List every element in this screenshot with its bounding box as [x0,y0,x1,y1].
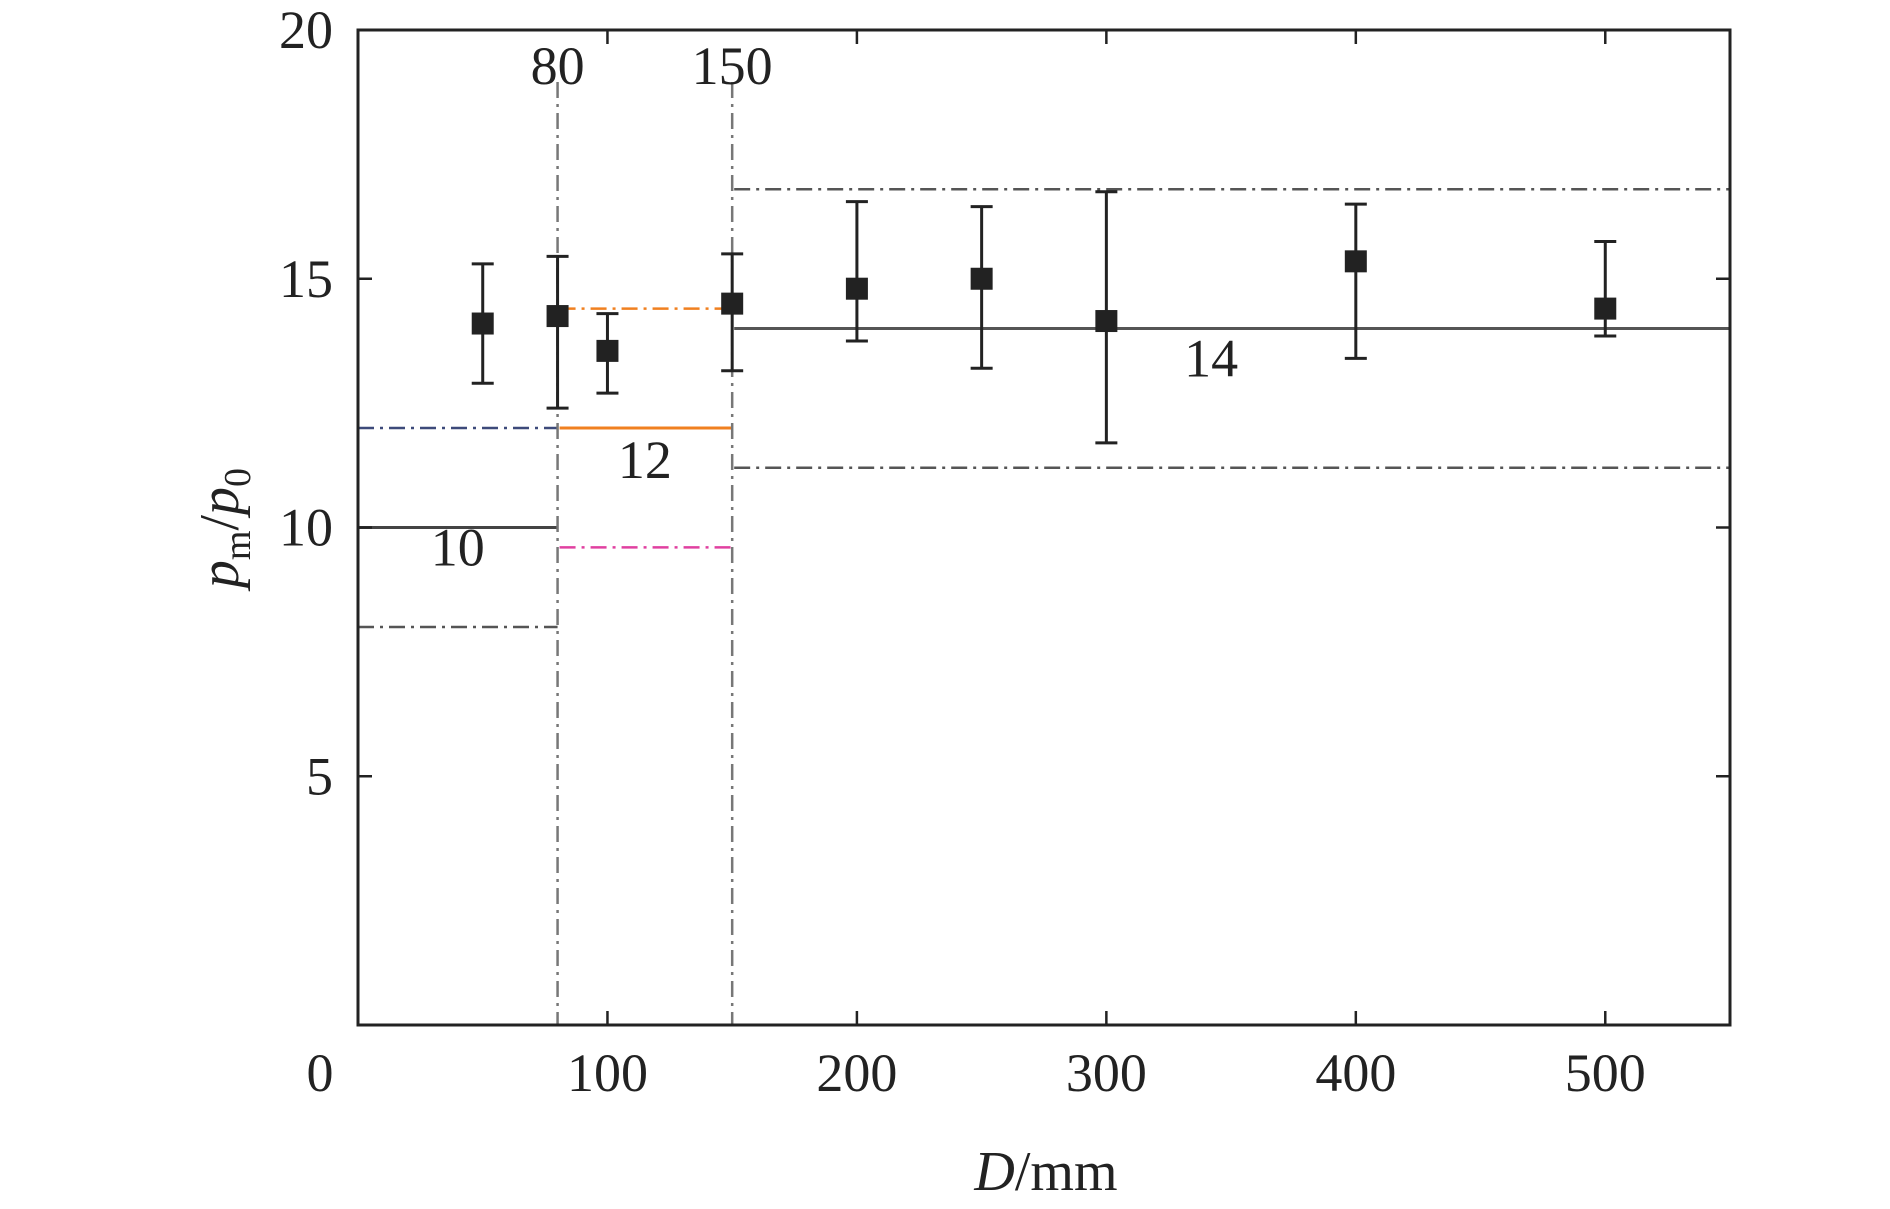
data-point-4 [721,292,744,315]
data-point-2 [546,305,569,328]
level-label-3: 14 [1184,329,1238,389]
x-axis-label: D/mm [973,1141,1117,1203]
boundary-label-150: 150 [692,36,773,96]
x-tick-label-400: 400 [1315,1043,1396,1103]
size-boundaries [556,82,734,1025]
x-tick-label-200: 200 [816,1043,897,1103]
reference-levels [358,327,1730,529]
error-bars [471,190,1617,445]
y-tick-label-5: 5 [306,746,333,806]
y-axis-num: p [189,560,251,592]
annotation-labels: 10 12 14 80 150 [431,36,1238,578]
tolerance-bands [358,187,1730,629]
level-label-1: 10 [431,518,485,578]
y-tick-label-10: 10 [279,498,333,558]
level-label-2: 12 [618,430,672,490]
y-axis-den: p [189,487,251,519]
plot-frame [356,28,1732,1027]
x-tick-label-300: 300 [1066,1043,1147,1103]
y-tick-label-15: 15 [279,249,333,309]
tick-labels: 0 100 200 300 400 500 5 10 15 20 [279,0,1646,1103]
data-points [471,250,1617,362]
data-point-1 [471,312,494,335]
y-axis-num-sub: m [217,531,259,561]
x-axis-var: D [973,1141,1014,1203]
data-point-8 [1344,250,1367,273]
x-tick-label-500: 500 [1565,1043,1646,1103]
x-axis-unit: /mm [1015,1141,1118,1203]
y-axis-sep: / [189,515,251,531]
data-point-3 [596,339,619,362]
data-point-5 [845,277,868,300]
data-point-6 [970,267,993,290]
axis-ticks [358,30,1730,1025]
data-point-9 [1594,297,1617,320]
y-axis-den-sub: 0 [217,468,259,487]
y-axis-label: pm/p0 [189,468,259,592]
x-tick-label-0: 0 [307,1043,334,1103]
y-tick-label-20: 20 [279,0,333,60]
x-tick-label-100: 100 [567,1043,648,1103]
boundary-label-80: 80 [531,36,585,96]
data-point-7 [1095,310,1118,333]
